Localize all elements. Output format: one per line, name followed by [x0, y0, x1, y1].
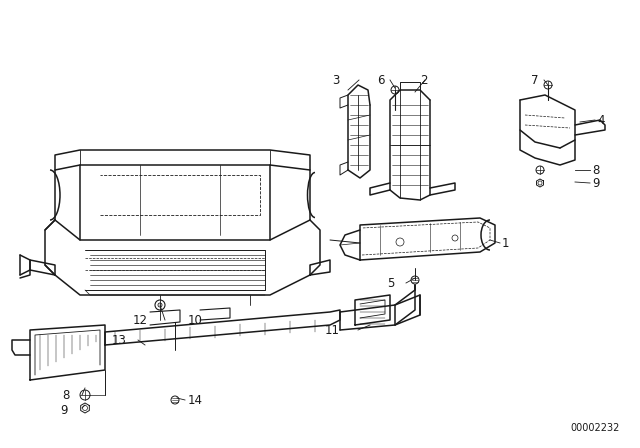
Text: 7: 7: [531, 73, 538, 86]
Text: 11: 11: [325, 323, 340, 336]
Text: 14: 14: [188, 393, 203, 406]
Text: 12: 12: [133, 314, 148, 327]
Text: 9: 9: [61, 404, 68, 417]
Text: 00002232: 00002232: [571, 423, 620, 433]
Text: 5: 5: [388, 276, 395, 289]
Text: 8: 8: [63, 388, 70, 401]
Text: 8: 8: [592, 164, 600, 177]
Text: 3: 3: [333, 73, 340, 86]
Text: 2: 2: [420, 73, 428, 86]
Text: 10: 10: [188, 314, 203, 327]
Text: 4: 4: [597, 113, 605, 126]
Text: 13: 13: [112, 333, 127, 346]
Text: 9: 9: [592, 177, 600, 190]
Text: 1: 1: [502, 237, 509, 250]
Text: 6: 6: [378, 73, 385, 86]
